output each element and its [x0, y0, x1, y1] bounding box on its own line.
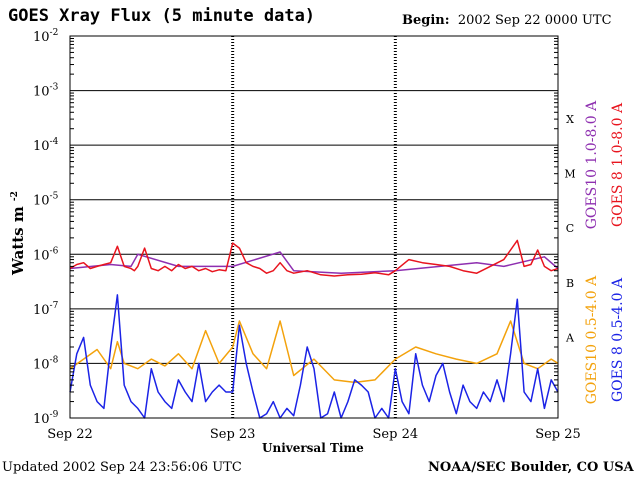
y-tick-exponent: -4	[50, 137, 59, 147]
y-tick-label: 10-3	[33, 83, 59, 100]
chart-title: GOES Xray Flux (5 minute data)	[8, 6, 316, 26]
legend-entry: GOES10 1.0-8.0 A	[584, 100, 600, 229]
flare-class-label: B	[566, 277, 574, 290]
begin-time: Begin: 2002 Sep 22 0000 UTC	[402, 13, 612, 28]
y-tick-label: 10-6	[33, 246, 59, 263]
y-tick-label: 10-4	[33, 137, 59, 154]
flare-class-label: A	[565, 331, 575, 344]
legend-entry: GOES 8 1.0-8.0 A	[610, 102, 626, 227]
y-tick-label: 10-7	[33, 301, 59, 318]
updated-value: 2002 Sep 24 23:56:06 UTC	[62, 460, 242, 475]
flare-class-label: M	[564, 168, 575, 181]
x-tick-label: Sep 22	[47, 427, 93, 442]
x-axis-title: Universal Time	[262, 441, 364, 455]
updated-timestamp: Updated 2002 Sep 24 23:56:06 UTC	[2, 460, 242, 475]
series-line	[69, 251, 559, 274]
x-tick-label: Sep 25	[535, 427, 581, 442]
y-tick-exponent: -3	[50, 83, 59, 93]
x-tick-label: Sep 23	[210, 427, 256, 442]
series-line	[69, 320, 559, 384]
y-tick-exponent: -6	[50, 246, 59, 256]
y-tick-exponent: -5	[50, 192, 59, 202]
y-tick-label: 10-5	[33, 192, 59, 209]
y-tick-exponent: -9	[50, 410, 59, 420]
begin-value: 2002 Sep 22 0000 UTC	[457, 13, 612, 28]
y-tick-exponent: -7	[50, 301, 59, 311]
y-tick-label: 10-9	[33, 410, 59, 427]
series-line	[69, 239, 559, 277]
plot-frame	[69, 35, 559, 419]
y-tick-label: 10-2	[33, 28, 58, 45]
updated-label: Updated	[2, 460, 59, 475]
legend-entry: GOES10 0.5-4.0 A	[584, 275, 600, 404]
flare-class-label: X	[566, 113, 574, 126]
begin-label: Begin:	[402, 13, 450, 28]
credit-text: NOAA/SEC Boulder, CO USA	[428, 460, 634, 475]
y-tick-exponent: -8	[50, 355, 59, 365]
x-tick-label: Sep 24	[373, 427, 419, 442]
y-tick-label: 10-8	[33, 355, 59, 372]
legend-entry: GOES 8 0.5-4.0 A	[610, 277, 626, 402]
y-axis-title-superscript: -2	[10, 191, 20, 201]
y-tick-exponent: -2	[50, 28, 59, 38]
y-axis-title-group: Watts m -2	[9, 191, 27, 276]
y-axis-title: Watts m -2	[9, 191, 27, 276]
flare-class-label: C	[566, 222, 574, 235]
series-line	[69, 294, 559, 419]
